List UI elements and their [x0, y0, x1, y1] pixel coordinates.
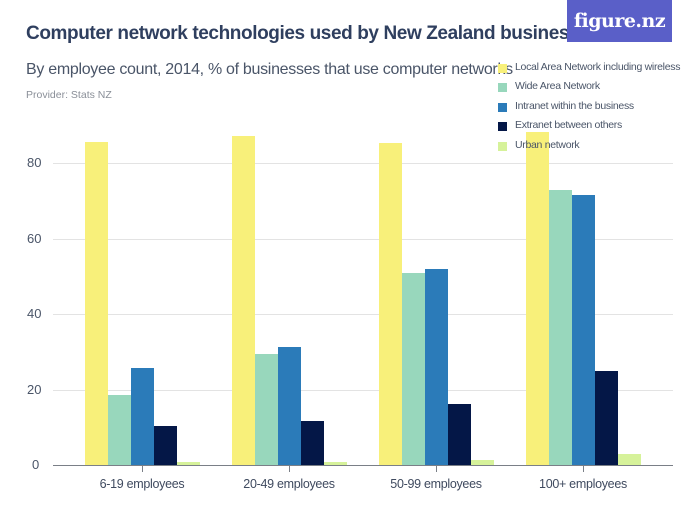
y-tick-0: 0 [32, 457, 40, 472]
legend-label: Urban network [515, 138, 580, 151]
bar[interactable] [278, 347, 301, 466]
legend-swatch-icon [498, 102, 507, 112]
chart-title: Computer network technologies used by Ne… [26, 23, 600, 44]
y-tick-20: 20 [27, 382, 42, 397]
legend-item-lan[interactable]: Local Area Network including wireless [498, 57, 680, 77]
legend-label: Local Area Network including wireless [515, 60, 681, 73]
bar[interactable] [448, 404, 471, 466]
bar[interactable] [177, 462, 200, 466]
x-tick-mark [142, 466, 143, 472]
gridline-40 [53, 314, 673, 315]
gridline-20 [53, 390, 673, 391]
legend-item-extranet[interactable]: Extranet between others [498, 116, 680, 136]
bar[interactable] [301, 421, 324, 466]
bar[interactable] [255, 354, 278, 466]
bar[interactable] [549, 190, 572, 466]
x-label-20-49: 20-49 employees [243, 477, 335, 491]
legend-item-wan[interactable]: Wide Area Network [498, 77, 680, 97]
legend-swatch-icon [498, 83, 507, 93]
legend-label: Intranet within the business [515, 99, 634, 112]
bar[interactable] [131, 368, 154, 466]
y-tick-60: 60 [27, 231, 42, 246]
provider-credit: Provider: Stats NZ [26, 89, 112, 101]
bar[interactable] [379, 143, 402, 466]
bar[interactable] [526, 132, 549, 466]
bar[interactable] [595, 371, 618, 466]
x-tick-mark [436, 466, 437, 472]
x-label-100-plus: 100+ employees [539, 477, 627, 491]
bar[interactable] [232, 136, 255, 466]
legend-item-urban[interactable]: Urban network [498, 135, 680, 155]
gridline-80 [53, 163, 673, 164]
y-tick-80: 80 [27, 155, 42, 170]
chart-subtitle: By employee count, 2014, % of businesses… [26, 61, 513, 78]
bar[interactable] [108, 395, 131, 466]
x-tick-mark [583, 466, 584, 472]
x-axis-line [53, 465, 673, 466]
x-tick-mark [289, 466, 290, 472]
legend: Local Area Network including wireless Wi… [498, 57, 680, 155]
legend-swatch-icon [498, 63, 507, 73]
bar[interactable] [471, 460, 494, 466]
legend-label: Extranet between others [515, 119, 622, 132]
legend-label: Wide Area Network [515, 80, 600, 93]
gridline-60 [53, 239, 673, 240]
bar[interactable] [154, 426, 177, 466]
bar[interactable] [85, 142, 108, 466]
bar[interactable] [425, 269, 448, 466]
legend-swatch-icon [498, 141, 507, 151]
legend-swatch-icon [498, 122, 507, 132]
bar[interactable] [324, 462, 347, 466]
bar[interactable] [618, 454, 641, 466]
x-label-6-19: 6-19 employees [99, 477, 185, 491]
y-tick-40: 40 [27, 306, 42, 321]
figure-nz-logo[interactable]: figure.nz [567, 0, 672, 42]
bar[interactable] [402, 273, 425, 466]
bar[interactable] [572, 195, 595, 466]
x-label-50-99: 50-99 employees [390, 477, 482, 491]
legend-item-intranet[interactable]: Intranet within the business [498, 96, 680, 116]
